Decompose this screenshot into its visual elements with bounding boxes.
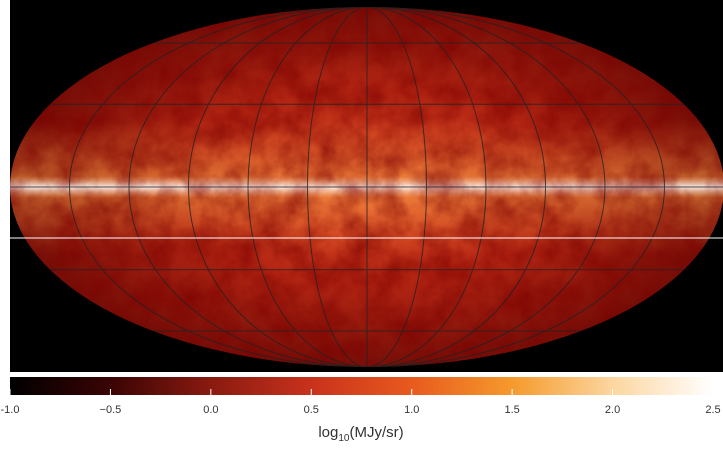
colorbar-tick-label: 2.5 — [705, 404, 720, 416]
colorbar — [10, 377, 713, 395]
colorbar-tick-label: 0.5 — [304, 404, 319, 416]
colorbar-tick-label: 1.0 — [404, 404, 419, 416]
colorbar-tick-label: -1.0 — [1, 404, 20, 416]
colorbar-tick-label: −0.5 — [100, 404, 122, 416]
colorbar-tick-label: 1.5 — [504, 404, 519, 416]
label-sub: 10 — [338, 433, 350, 444]
colorbar-label: log10(MJy/sr) — [318, 424, 403, 444]
label-unit: (MJy/sr) — [350, 424, 404, 441]
label-main: log — [318, 424, 338, 441]
colorbar-tick-label: 2.0 — [605, 404, 620, 416]
colorbar-tick-label: 0.0 — [203, 404, 218, 416]
figure: log10(MJy/sr) -1.0 −0.5 0.0 0.5 1.0 1.5 2.0 2.5 — [0, 0, 723, 445]
